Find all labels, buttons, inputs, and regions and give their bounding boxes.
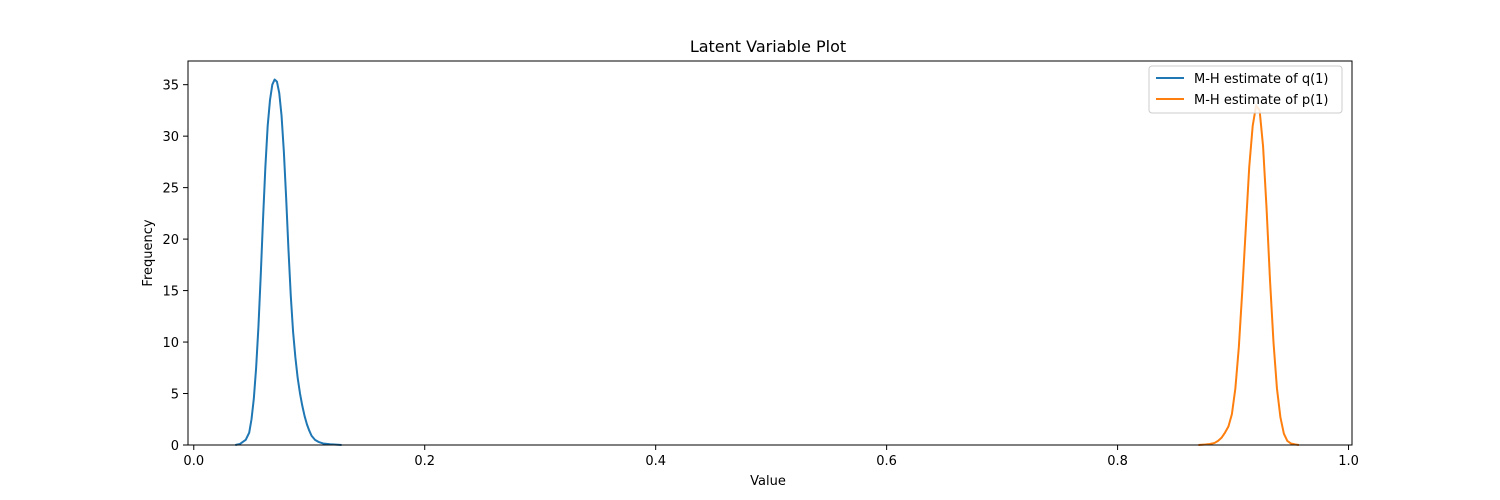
- x-axis-title: Value: [750, 474, 786, 489]
- legend-label: M-H estimate of q(1): [1194, 72, 1328, 87]
- y-tick-label: 35: [162, 79, 179, 94]
- y-tick-label: 15: [162, 285, 179, 300]
- y-tick-label: 10: [162, 336, 179, 351]
- y-tick-label: 5: [171, 388, 179, 403]
- chart-title: Latent Variable Plot: [690, 37, 846, 56]
- x-tick-label: 0.4: [645, 454, 666, 469]
- series-line-2: [1198, 104, 1300, 446]
- x-axis: 0.0 0.2 0.4 0.6 0.8 1.0: [183, 445, 1359, 469]
- x-tick-label: 1.0: [1338, 454, 1359, 469]
- series-line-1: [235, 78, 342, 446]
- legend-box: [1148, 65, 1343, 114]
- legend-label: M-H estimate of p(1): [1194, 93, 1328, 108]
- y-axis-title: Frequency: [141, 219, 156, 286]
- x-tick-label: 0.0: [183, 454, 204, 469]
- axes-frame: [187, 60, 1353, 446]
- x-tick-label: 0.6: [876, 454, 897, 469]
- y-tick-label: 25: [162, 182, 179, 197]
- y-axis: 0 5 10 15 20 25 30 35: [162, 79, 188, 454]
- x-tick-label: 0.8: [1107, 454, 1128, 469]
- x-tick-label: 0.2: [414, 454, 435, 469]
- y-tick-label: 0: [171, 439, 179, 454]
- legend: M-H estimate of q(1) M-H estimate of p(1): [1148, 65, 1343, 114]
- plot-area: [235, 78, 1300, 446]
- y-tick-label: 30: [162, 130, 179, 145]
- y-tick-label: 20: [162, 233, 179, 248]
